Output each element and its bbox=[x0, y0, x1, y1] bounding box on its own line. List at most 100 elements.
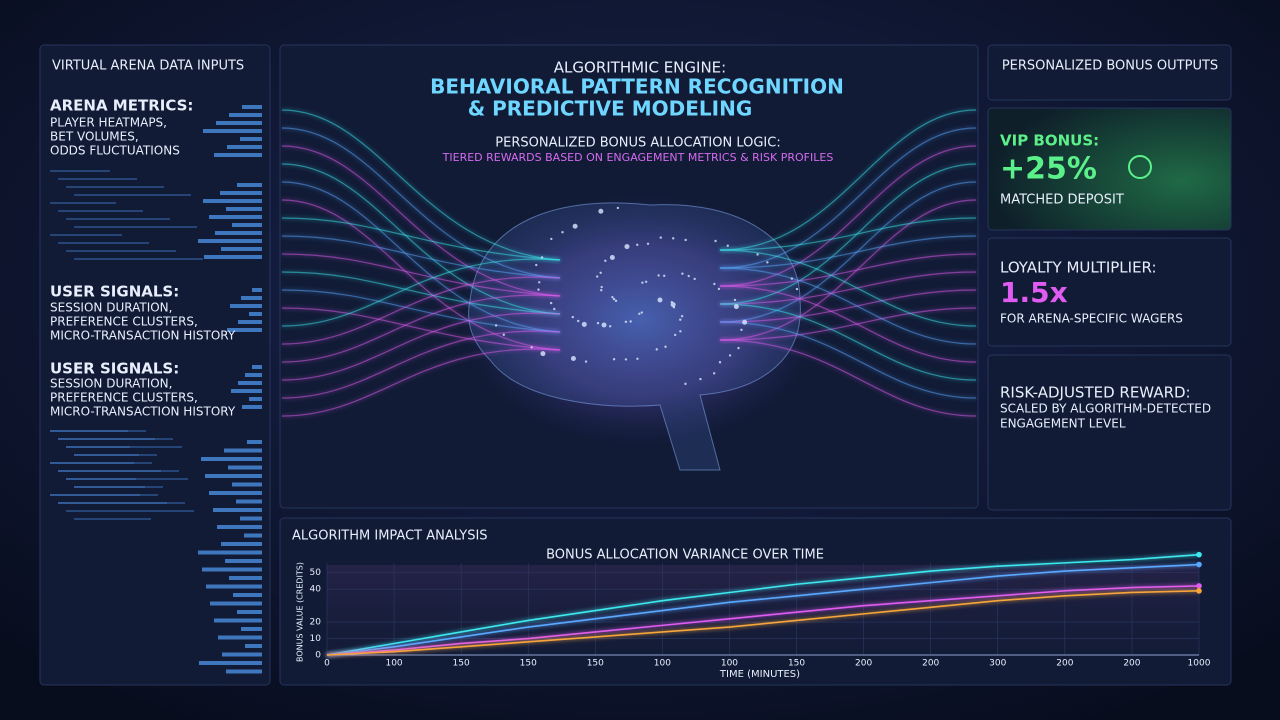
section-line: BET VOLUMES, bbox=[50, 130, 139, 144]
risk-card bbox=[987, 354, 1232, 511]
code-line bbox=[50, 430, 146, 432]
x-tick-label: 300 bbox=[989, 659, 1006, 669]
tagline: TIERED REWARDS BASED ON ENGAGEMENT METRI… bbox=[442, 151, 834, 164]
input-bar bbox=[237, 183, 262, 187]
neuron bbox=[572, 223, 578, 229]
neuron bbox=[663, 274, 666, 278]
neuron bbox=[549, 301, 553, 305]
neuron bbox=[570, 355, 576, 361]
input-bar bbox=[245, 644, 262, 648]
neuron bbox=[680, 314, 684, 318]
input-bar bbox=[252, 288, 262, 292]
data-stream bbox=[281, 127, 561, 279]
card-value: +25% bbox=[1000, 152, 1097, 187]
data-stream bbox=[281, 312, 561, 381]
neuron bbox=[609, 255, 615, 261]
y-axis-label: BONUS VALUE (CREDITS) bbox=[296, 562, 305, 662]
neuron bbox=[713, 282, 716, 286]
input-bar bbox=[229, 576, 262, 580]
neuron bbox=[624, 358, 628, 361]
input-bar bbox=[216, 121, 262, 125]
input-bar bbox=[226, 207, 262, 211]
data-stream bbox=[719, 321, 977, 399]
neuron bbox=[538, 281, 541, 284]
code-line bbox=[50, 202, 116, 204]
series-line bbox=[326, 553, 1200, 656]
code-line bbox=[58, 502, 185, 504]
input-bar bbox=[230, 304, 262, 308]
data-stream bbox=[281, 348, 561, 417]
data-stream bbox=[281, 217, 561, 261]
neuron bbox=[640, 311, 644, 314]
brain-glow bbox=[460, 195, 820, 445]
neuron bbox=[766, 261, 769, 264]
data-stream bbox=[281, 109, 561, 261]
neuron bbox=[611, 295, 614, 299]
data-stream bbox=[281, 276, 561, 345]
code-line bbox=[66, 510, 194, 512]
code-line bbox=[74, 258, 203, 260]
section-line: PREFERENCE CLUSTERS, bbox=[50, 315, 198, 329]
neuron bbox=[624, 244, 630, 250]
code-line bbox=[66, 478, 136, 480]
x-tick-label: 100 bbox=[721, 659, 738, 669]
neuron bbox=[550, 237, 553, 241]
neuron bbox=[599, 271, 602, 275]
code-line bbox=[50, 234, 122, 236]
data-stream bbox=[719, 109, 977, 251]
x-tick-label: 1000 bbox=[1188, 659, 1211, 669]
neuron bbox=[790, 277, 794, 280]
neuron bbox=[672, 237, 675, 240]
neuron bbox=[664, 345, 667, 348]
code-line bbox=[58, 210, 143, 212]
series-line bbox=[326, 563, 1200, 656]
neuron bbox=[646, 242, 650, 246]
input-bar bbox=[215, 231, 262, 235]
data-stream bbox=[719, 127, 977, 269]
end-point bbox=[1196, 551, 1202, 558]
code-line bbox=[66, 446, 130, 448]
neuron bbox=[670, 302, 676, 308]
data-stream bbox=[719, 253, 977, 287]
neuron bbox=[530, 346, 533, 349]
neuron bbox=[595, 275, 599, 278]
code-line bbox=[50, 170, 110, 172]
neuron bbox=[657, 297, 663, 303]
input-bar bbox=[252, 365, 262, 369]
section-line: ODDS FLUCTUATIONS bbox=[50, 144, 180, 158]
card-heading: RISK-ADJUSTED REWARD: bbox=[1000, 384, 1191, 402]
x-tick-label: 100 bbox=[385, 659, 402, 669]
neuron bbox=[737, 346, 740, 350]
headline: & PREDICTIVE MODELING bbox=[468, 97, 753, 121]
data-stream bbox=[281, 145, 561, 297]
input-bar bbox=[201, 457, 262, 461]
end-point bbox=[1196, 588, 1202, 594]
neuron bbox=[681, 272, 684, 275]
x-tick-label: 200 bbox=[855, 659, 872, 669]
neuron bbox=[616, 206, 620, 210]
input-bar bbox=[233, 593, 262, 597]
x-tick-label: 150 bbox=[453, 659, 470, 669]
input-bar bbox=[241, 296, 262, 300]
input-bar bbox=[206, 584, 262, 589]
card-heading: VIP BONUS: bbox=[1000, 132, 1099, 150]
neuron bbox=[600, 289, 603, 292]
input-bar bbox=[240, 137, 262, 141]
code-line bbox=[58, 470, 179, 472]
input-bar bbox=[224, 448, 262, 453]
section-line: SESSION DURATION, bbox=[50, 377, 172, 391]
neuron bbox=[636, 243, 639, 247]
data-stream bbox=[719, 217, 977, 251]
code-line bbox=[74, 486, 163, 488]
code-line bbox=[74, 518, 151, 520]
neuron bbox=[571, 315, 574, 319]
neuron bbox=[614, 299, 618, 303]
data-stream bbox=[281, 294, 561, 363]
neuron bbox=[756, 253, 759, 256]
data-stream bbox=[719, 145, 977, 287]
loyalty-card bbox=[987, 237, 1232, 347]
code-line bbox=[58, 178, 137, 180]
x-tick-label: 150 bbox=[788, 659, 805, 669]
input-bar bbox=[205, 474, 262, 478]
input-bar bbox=[221, 542, 262, 546]
